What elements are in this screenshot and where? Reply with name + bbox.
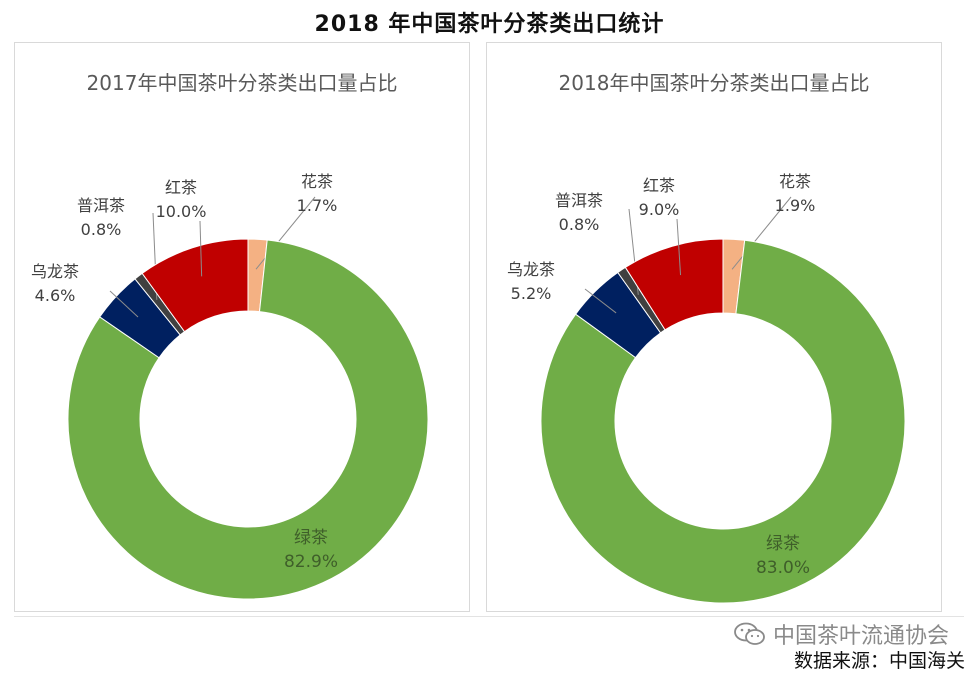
leader-line-oolong-tea: [109, 290, 139, 318]
watermark: 中国茶叶流通协会: [733, 618, 949, 650]
slice-black-tea: [141, 238, 249, 333]
label-name-green-tea: 绿茶: [766, 534, 800, 554]
chart-title-2017: 2017年中国茶叶分茶类出口量占比: [86, 71, 398, 95]
slice-green-tea: [540, 239, 906, 604]
donut-chart-2017: 花茶 1.7% 绿茶 82.9% 乌龙茶 4.6% 普洱茶 0.8% 红茶 10.0%: [31, 172, 429, 600]
label-value-flower-tea: 1.7%: [297, 196, 338, 215]
main-title: 2018 年中国茶叶分茶类出口统计: [314, 12, 665, 37]
label-name-puer-tea: 普洱茶: [555, 191, 603, 210]
leader-line-oolong-tea: [584, 288, 617, 314]
chart-panel-2017: 2017年中国茶叶分茶类出口量占比 花茶 1.7% 绿茶 82.9% 乌龙茶 4.6% 普洱…: [14, 42, 470, 612]
label-value-black-tea: 9.0%: [639, 200, 680, 219]
label-name-puer-tea: 普洱茶: [77, 196, 125, 215]
label-name-flower-tea: 花茶: [301, 172, 333, 191]
label-name-black-tea: 红茶: [165, 178, 197, 197]
watermark-text: 中国茶叶流通协会: [772, 624, 949, 649]
label-name-green-tea: 绿茶: [294, 528, 328, 548]
label-name-black-tea: 红茶: [643, 176, 675, 195]
label-value-black-tea: 10.0%: [156, 202, 207, 221]
slice-black-tea: [624, 238, 724, 331]
leader-line-black-tea: [676, 218, 682, 276]
leader-line-flower-tea: [731, 196, 792, 270]
label-value-flower-tea: 1.9%: [775, 196, 816, 215]
label-value-puer-tea: 0.8%: [81, 220, 122, 239]
label-value-green-tea: 82.9%: [284, 552, 338, 572]
label-value-green-tea: 83.0%: [756, 558, 810, 578]
label-name-oolong-tea: 乌龙茶: [31, 262, 79, 281]
data-source: 数据来源：中国海关: [793, 650, 965, 672]
label-name-flower-tea: 花茶: [779, 172, 811, 191]
label-value-puer-tea: 0.8%: [559, 215, 600, 234]
slice-green-tea: [67, 239, 429, 600]
label-value-oolong-tea: 4.6%: [35, 286, 76, 305]
label-value-oolong-tea: 5.2%: [511, 284, 552, 303]
label-name-oolong-tea: 乌龙茶: [507, 260, 555, 279]
divider: [14, 616, 964, 617]
wechat-icon: [734, 622, 765, 645]
chart-panel-2018: 2018年中国茶叶分茶类出口量占比 花茶 1.9% 绿茶 83.0% 乌龙茶 5.2% 普洱…: [486, 42, 942, 612]
chart-title-2018: 2018年中国茶叶分茶类出口量占比: [558, 71, 870, 95]
donut-chart-2018: 花茶 1.9% 绿茶 83.0% 乌龙茶 5.2% 普洱茶 0.8% 红茶 9.0%: [507, 172, 906, 604]
leader-line-black-tea: [199, 220, 203, 277]
